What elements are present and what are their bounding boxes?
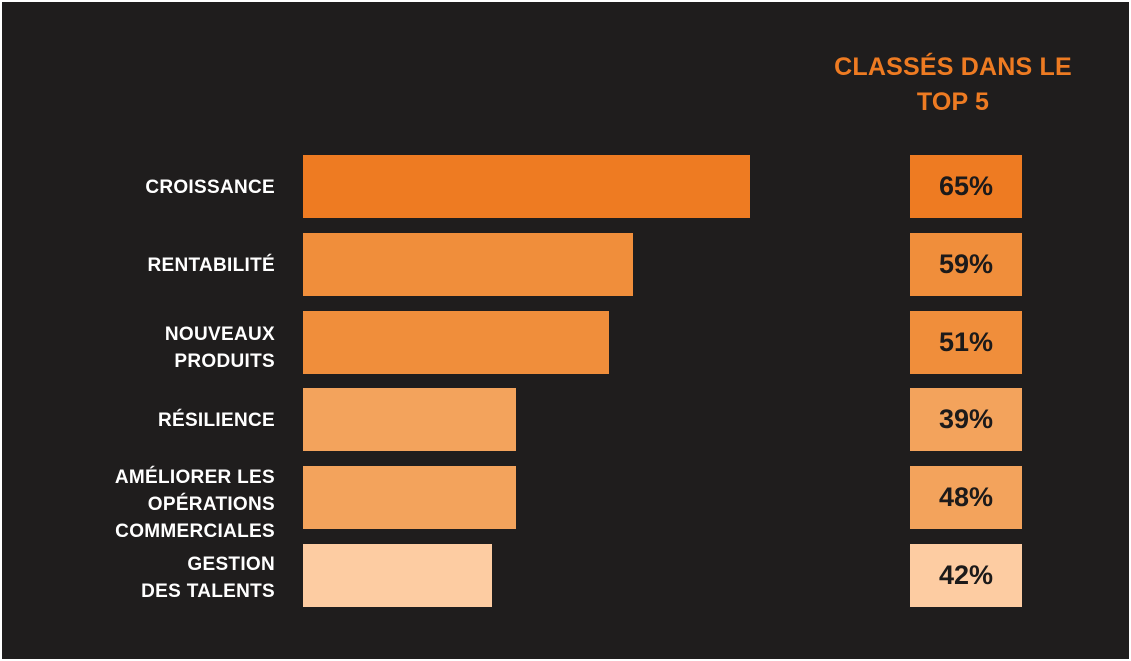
percentage-label: 42% (910, 544, 1022, 607)
percentage-label: 51% (910, 310, 1022, 374)
chart-header: CLASSÉS DANS LE TOP 5 (834, 53, 1072, 116)
percentage-label: 48% (910, 466, 1022, 530)
bar (303, 232, 634, 296)
bar (303, 155, 750, 218)
percentage-label: 65% (910, 155, 1022, 218)
category-label: GESTION DES TALENTS (141, 554, 275, 602)
percentage-label: 59% (910, 232, 1022, 296)
bar (303, 544, 493, 607)
percentage-label: 39% (910, 388, 1022, 452)
bar (303, 310, 610, 374)
category-label: AMÉLIORER LES OPÉRATIONS COMMERCIALES (114, 466, 275, 542)
category-label: CROISSANCE (145, 176, 275, 198)
category-label: NOUVEAUX PRODUITS (164, 323, 275, 372)
category-label: RENTABILITÉ (147, 255, 275, 277)
bar (303, 466, 517, 530)
category-label: RÉSILIENCE (157, 409, 275, 431)
bar (303, 388, 517, 452)
